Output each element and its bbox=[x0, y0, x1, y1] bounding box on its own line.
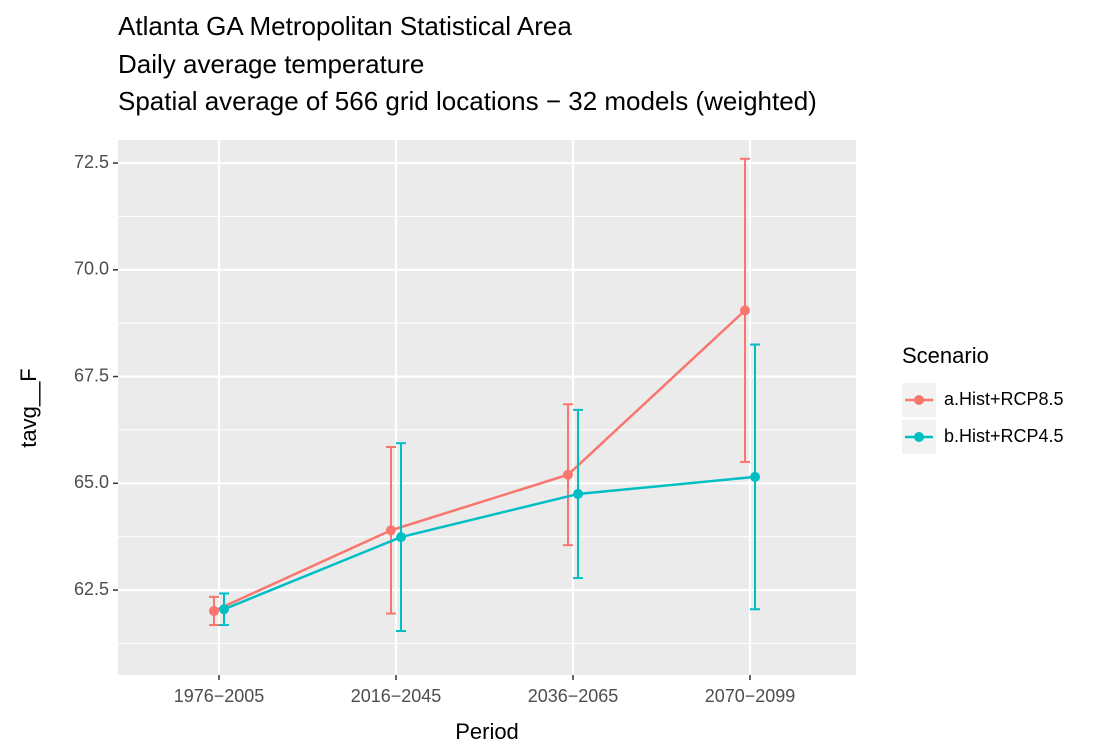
chart-title: Spatial average of 566 grid locations − … bbox=[118, 86, 817, 116]
legend-title: Scenario bbox=[902, 343, 989, 368]
legend-key-point bbox=[914, 432, 924, 442]
point bbox=[563, 469, 573, 480]
x-axis-label: Period bbox=[455, 719, 519, 744]
legend-label: a.Hist+RCP8.5 bbox=[944, 389, 1064, 409]
y-tick-label: 70.0 bbox=[74, 259, 109, 279]
chart-title: Daily average temperature bbox=[118, 49, 424, 79]
point bbox=[209, 605, 219, 616]
y-tick-label: 65.0 bbox=[74, 472, 109, 492]
series-line bbox=[213, 309, 746, 613]
point bbox=[750, 471, 760, 482]
chart-title: Atlanta GA Metropolitan Statistical Area bbox=[118, 11, 572, 41]
series-line bbox=[223, 475, 756, 611]
y-tick-label: 67.5 bbox=[74, 365, 109, 385]
point bbox=[740, 305, 750, 316]
point bbox=[396, 532, 406, 543]
point bbox=[573, 488, 583, 499]
y-axis-label: tavg__F bbox=[16, 368, 41, 448]
x-tick-label: 2070−2099 bbox=[705, 686, 796, 706]
y-tick-label: 72.5 bbox=[74, 152, 109, 172]
x-tick-label: 2036−2065 bbox=[528, 686, 619, 706]
point bbox=[219, 604, 229, 615]
legend-key-point bbox=[914, 395, 924, 405]
point bbox=[386, 525, 396, 536]
panel bbox=[118, 140, 856, 675]
y-tick-label: 62.5 bbox=[74, 579, 109, 599]
x-tick-label: 2016−2045 bbox=[351, 686, 442, 706]
x-tick-label: 1976−2005 bbox=[174, 686, 265, 706]
legend-label: b.Hist+RCP4.5 bbox=[944, 426, 1064, 446]
